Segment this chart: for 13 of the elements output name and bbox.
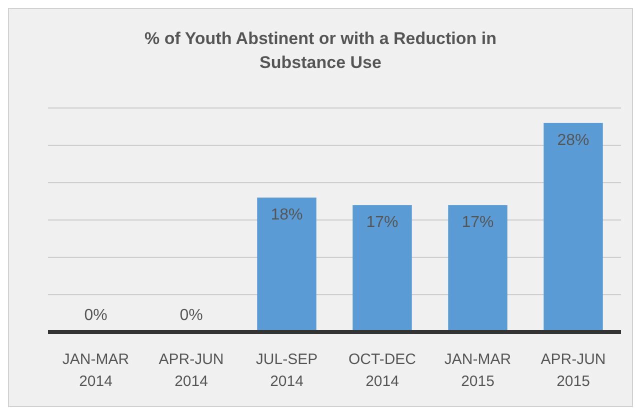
x-tick-label: OCT-DEC 2014	[348, 351, 416, 390]
data-label: 0%	[84, 307, 108, 324]
x-tick-label: JAN-MAR 2014	[62, 351, 130, 390]
x-tick-label: JAN-MAR 2015	[444, 351, 512, 390]
x-tick-label: JUL-SEP 2014	[256, 351, 318, 390]
data-label: 0%	[180, 307, 203, 324]
x-tick-label: APR-JUN 2015	[540, 351, 606, 390]
data-label: 28%	[557, 132, 590, 149]
data-label: 17%	[366, 214, 398, 232]
x-tick-label: APR-JUN 2014	[158, 351, 224, 390]
data-label: 17%	[462, 214, 494, 232]
data-label: 18%	[270, 206, 303, 224]
chart-title: % of Youth Abstinent or with a Reduction in Substance Use	[144, 29, 496, 72]
